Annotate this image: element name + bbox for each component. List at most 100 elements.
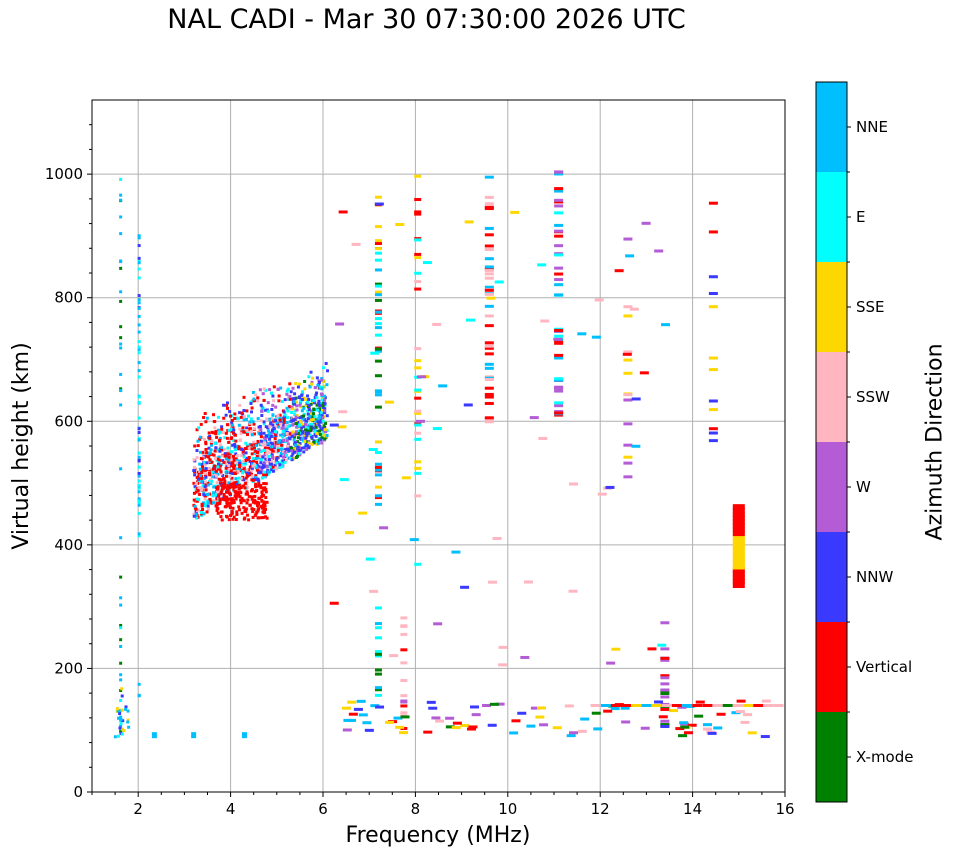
echo-point (374, 494, 382, 498)
echo-point (214, 432, 218, 436)
echo-point (260, 442, 264, 446)
echo-point (242, 455, 246, 459)
echo-point (120, 708, 124, 712)
echo-point (631, 704, 642, 707)
echo-point (215, 474, 219, 478)
echo-point (306, 412, 310, 416)
echo-point (298, 448, 302, 452)
echo-point (244, 510, 248, 514)
echo-point (305, 447, 309, 451)
echo-point (279, 422, 283, 426)
echo-point (220, 488, 224, 492)
echo-point (216, 490, 220, 494)
echo-point (272, 426, 276, 430)
echo-point (554, 187, 564, 191)
echo-point (271, 431, 275, 435)
echo-point (137, 267, 141, 271)
echo-point (622, 352, 632, 356)
echo-point (268, 437, 272, 441)
echo-point (236, 469, 240, 473)
echo-point (225, 436, 229, 440)
echo-point (119, 730, 123, 734)
echo-point (239, 491, 243, 495)
echo-point (374, 672, 382, 676)
echo-point (235, 494, 239, 498)
echo-point (276, 442, 280, 446)
echo-point (694, 714, 704, 718)
colorbar-swatch (816, 262, 847, 352)
echo-point (204, 475, 208, 479)
echo-point (282, 433, 286, 437)
echo-point (253, 490, 257, 494)
echo-point (495, 702, 505, 706)
echo-point (375, 705, 385, 709)
echo-point (658, 715, 668, 719)
echo-point (370, 351, 380, 355)
echo-point (223, 482, 227, 486)
echo-point (307, 404, 311, 408)
echo-point (241, 448, 245, 452)
echo-point (358, 713, 368, 717)
echo-point (285, 431, 289, 435)
echo-point (251, 515, 255, 519)
echo-point (323, 402, 327, 406)
echo-point (202, 437, 206, 441)
echo-point (217, 459, 221, 463)
echo-point (374, 652, 382, 656)
echo-point (433, 622, 443, 626)
echo-point (272, 440, 276, 444)
echo-point (702, 723, 712, 727)
echo-point (204, 440, 208, 444)
echo-point (257, 432, 261, 436)
echo-point (236, 480, 240, 484)
echo-point (716, 712, 726, 716)
echo-point (264, 515, 268, 519)
echo-point (196, 444, 200, 448)
echo-point (487, 723, 497, 727)
echo-point (451, 550, 461, 554)
echo-point (137, 330, 141, 334)
echo-point (239, 498, 243, 502)
colorbar-tick-label: W (856, 478, 871, 496)
echo-point (266, 446, 270, 450)
echo-point (137, 294, 141, 298)
echo-point (348, 712, 358, 716)
echo-point (374, 636, 382, 640)
echo-point (119, 644, 123, 648)
echo-point (321, 385, 325, 389)
echo-point (569, 482, 579, 486)
echo-point (374, 686, 382, 690)
echo-point (281, 462, 285, 466)
echo-point (732, 533, 745, 540)
echo-point (323, 407, 327, 411)
echo-point (221, 473, 225, 477)
echo-point (119, 342, 123, 346)
echo-point (245, 483, 249, 487)
echo-point (212, 491, 216, 495)
echo-point (293, 450, 297, 454)
echo-point (119, 698, 123, 702)
echo-point (208, 451, 212, 455)
echo-point (252, 498, 256, 502)
echo-point (414, 238, 422, 242)
echo-point (364, 728, 374, 732)
echo-point (682, 704, 693, 707)
echo-point (304, 422, 308, 426)
echo-point (137, 438, 141, 442)
echo-point (445, 725, 455, 729)
echo-point (192, 514, 196, 518)
echo-point (324, 361, 328, 365)
echo-point (307, 427, 311, 431)
echo-point (703, 727, 713, 731)
echo-point (687, 723, 697, 727)
echo-point (137, 451, 141, 455)
echo-point (280, 465, 284, 469)
echo-point (223, 480, 227, 484)
echo-point (732, 541, 745, 548)
echo-point (321, 416, 325, 420)
echo-point (374, 626, 382, 630)
echo-point (760, 735, 770, 739)
echo-point (374, 284, 382, 288)
echo-point (321, 404, 325, 408)
echo-point (253, 513, 257, 517)
